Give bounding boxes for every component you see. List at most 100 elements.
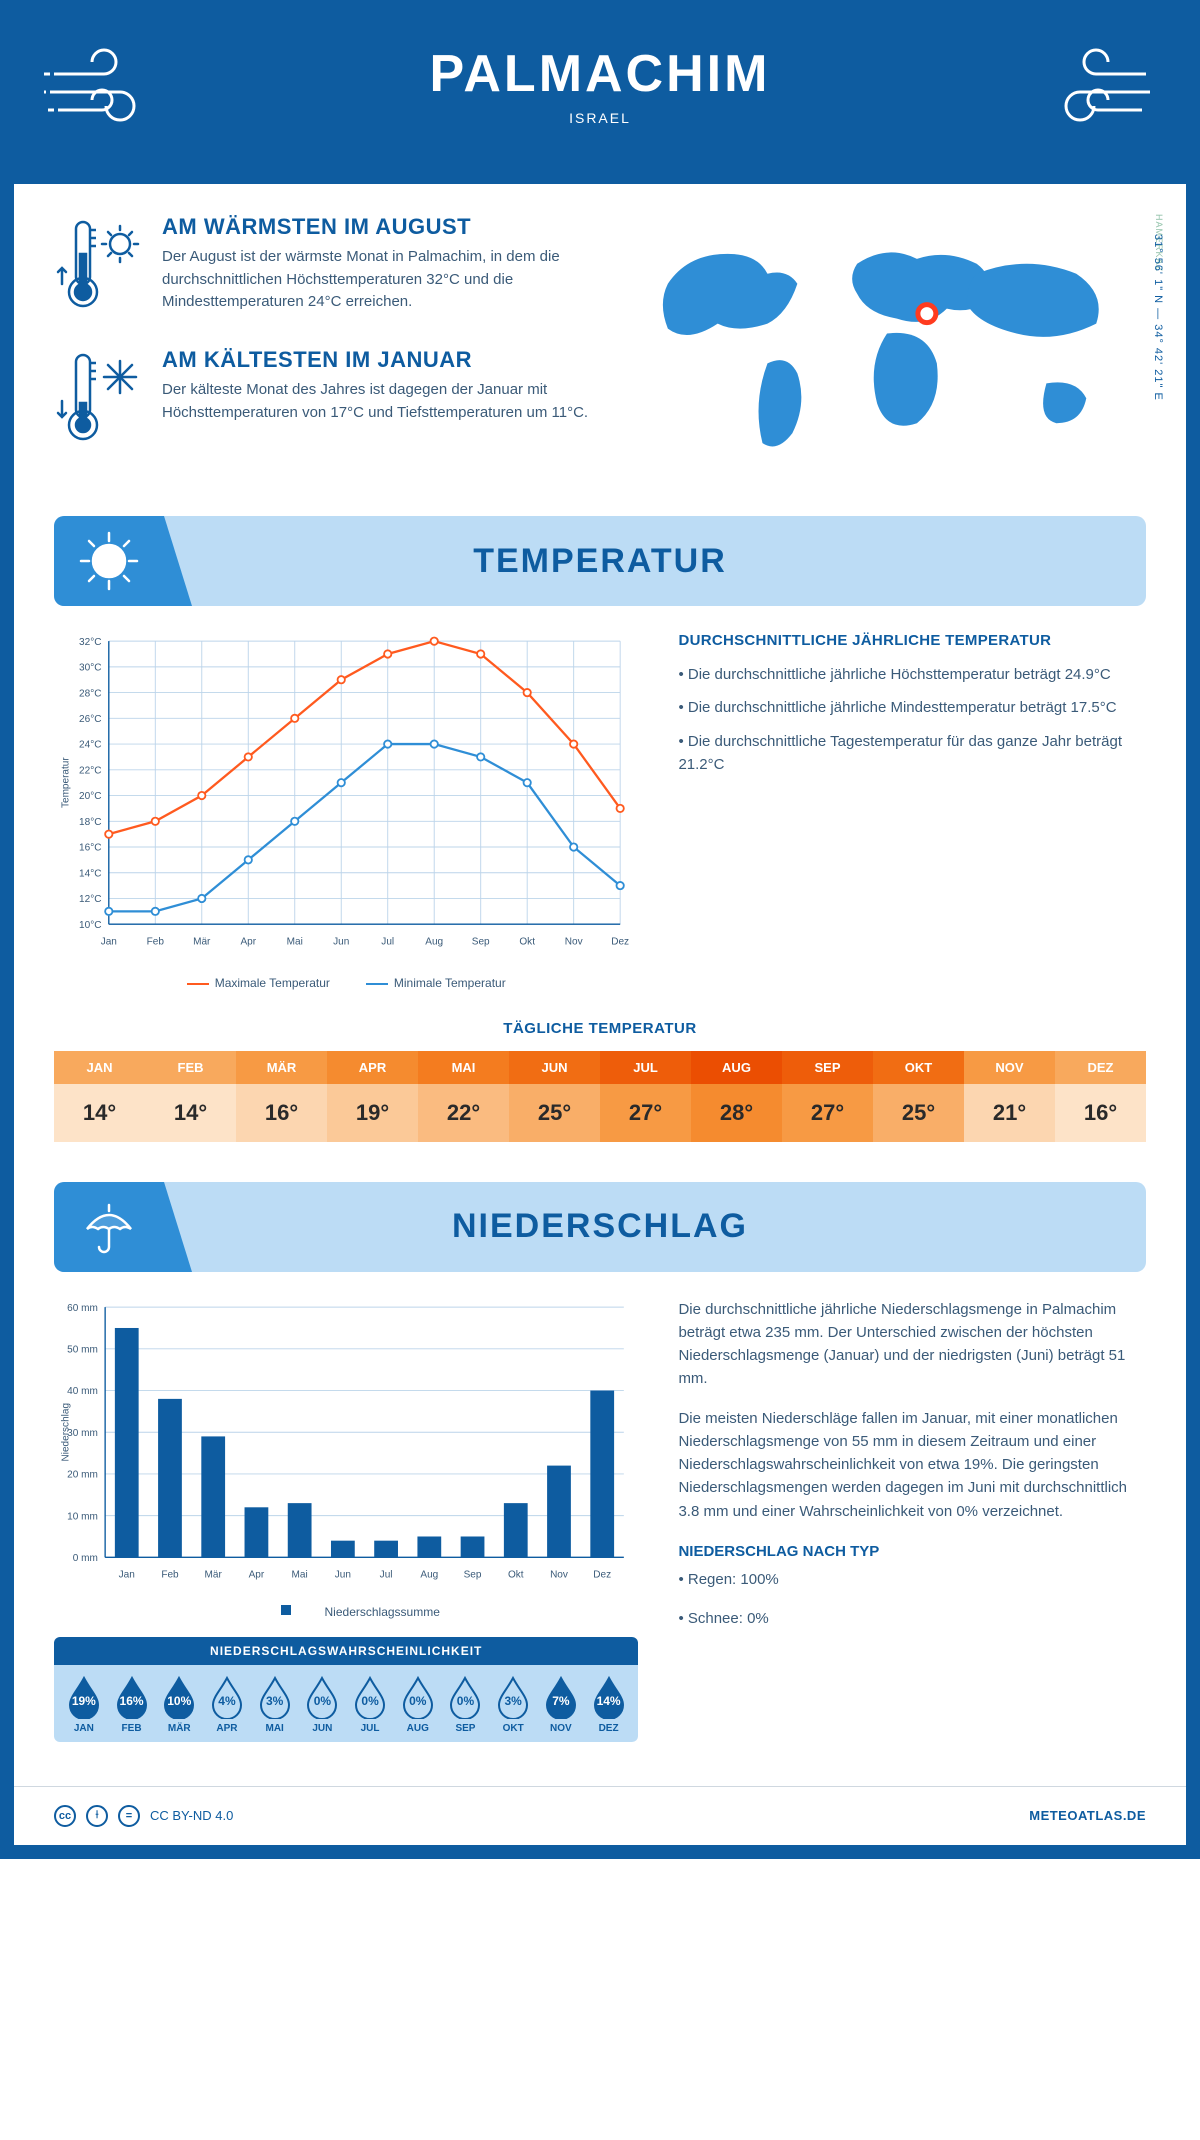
fact-coldest: AM KÄLTESTEN IM JANUAR Der kälteste Mona…	[54, 347, 598, 452]
overview: AM WÄRMSTEN IM AUGUST Der August ist der…	[54, 214, 1146, 480]
legend-prec: Niederschlagssumme	[297, 1605, 440, 1619]
daily-cell: SEP 27°	[782, 1051, 873, 1142]
precipitation-probability: NIEDERSCHLAGSWAHRSCHEINLICHKEIT 19% JAN …	[54, 1637, 638, 1742]
fact-title: AM WÄRMSTEN IM AUGUST	[162, 214, 598, 240]
cc-icon: cc	[54, 1805, 76, 1827]
svg-text:Mär: Mär	[193, 936, 211, 947]
summary-bullet: • Die durchschnittliche jährliche Mindes…	[678, 696, 1146, 719]
svg-text:30 mm: 30 mm	[67, 1428, 98, 1439]
daily-cell: DEZ 16°	[1055, 1051, 1146, 1142]
svg-text:16°C: 16°C	[79, 843, 101, 854]
svg-text:0 mm: 0 mm	[73, 1553, 98, 1564]
chart-legend: Niederschlagssumme	[54, 1605, 638, 1619]
section-title: NIEDERSCHLAG	[164, 1207, 1146, 1246]
section-title: TEMPERATUR	[164, 542, 1146, 581]
svg-text:Nov: Nov	[565, 936, 583, 947]
svg-text:32°C: 32°C	[79, 637, 101, 648]
chart-legend: Maximale Temperatur Minimale Temperatur	[54, 976, 638, 990]
svg-text:Sep: Sep	[464, 1569, 482, 1580]
prob-cell: 0% JUL	[346, 1675, 394, 1734]
daily-cell: JUN 25°	[509, 1051, 600, 1142]
prob-cell: 0% JUN	[299, 1675, 347, 1734]
svg-text:28°C: 28°C	[79, 688, 101, 699]
svg-text:Feb: Feb	[161, 1569, 179, 1580]
prob-cell: 14% DEZ	[585, 1675, 633, 1734]
svg-text:Aug: Aug	[420, 1569, 438, 1580]
svg-text:22°C: 22°C	[79, 765, 101, 776]
svg-text:Okt: Okt	[519, 936, 535, 947]
nd-icon: =	[118, 1805, 140, 1827]
license-text: CC BY-ND 4.0	[150, 1808, 233, 1823]
fact-text: Der kälteste Monat des Jahres ist dagege…	[162, 379, 598, 424]
svg-text:Jun: Jun	[333, 936, 349, 947]
prec-paragraph: Die meisten Niederschläge fallen im Janu…	[678, 1407, 1146, 1523]
wind-icon	[1036, 44, 1156, 139]
svg-text:40 mm: 40 mm	[67, 1386, 98, 1397]
header: PALMACHIM ISRAEL	[14, 14, 1186, 184]
svg-text:Niederschlag: Niederschlag	[61, 1403, 72, 1462]
svg-text:10°C: 10°C	[79, 920, 101, 931]
svg-text:Mai: Mai	[287, 936, 303, 947]
daily-cell: MAI 22°	[418, 1051, 509, 1142]
umbrella-icon	[54, 1182, 164, 1272]
daily-cell: JUL 27°	[600, 1051, 691, 1142]
svg-text:12°C: 12°C	[79, 894, 101, 905]
prec-paragraph: Die durchschnittliche jährliche Niedersc…	[678, 1298, 1146, 1391]
fact-warmest: AM WÄRMSTEN IM AUGUST Der August ist der…	[54, 214, 598, 319]
page-title: PALMACHIM	[34, 44, 1166, 104]
page: PALMACHIM ISRAEL	[0, 0, 1200, 1859]
precipitation-chart: 0 mm10 mm20 mm30 mm40 mm50 mm60 mmJanFeb…	[54, 1298, 638, 1619]
thermometer-cold-icon	[54, 347, 144, 452]
footer: cc ⟊ = CC BY-ND 4.0 METEOATLAS.DE	[14, 1786, 1186, 1845]
svg-text:Dez: Dez	[593, 1569, 611, 1580]
svg-text:Nov: Nov	[550, 1569, 568, 1580]
daily-cell: FEB 14°	[145, 1051, 236, 1142]
fact-text: Der August ist der wärmste Monat in Palm…	[162, 246, 598, 314]
svg-text:60 mm: 60 mm	[67, 1303, 98, 1314]
by-icon: ⟊	[86, 1805, 108, 1827]
precipitation-text: Die durchschnittliche jährliche Niedersc…	[678, 1298, 1146, 1742]
svg-text:Sep: Sep	[472, 936, 490, 947]
daily-temp-strip: JAN 14° FEB 14° MÄR 16° APR 19° MAI 22° …	[54, 1051, 1146, 1142]
prec-type-line: • Schnee: 0%	[678, 1607, 1146, 1630]
prob-cell: 0% AUG	[394, 1675, 442, 1734]
prob-title: NIEDERSCHLAGSWAHRSCHEINLICHKEIT	[54, 1637, 638, 1665]
daily-temp-title: TÄGLICHE TEMPERATUR	[54, 1020, 1146, 1037]
svg-text:Apr: Apr	[240, 936, 256, 947]
svg-text:Temperatur: Temperatur	[61, 757, 72, 808]
svg-text:Jul: Jul	[381, 936, 394, 947]
svg-text:20 mm: 20 mm	[67, 1469, 98, 1480]
brand: METEOATLAS.DE	[1029, 1808, 1146, 1823]
prec-type-line: • Regen: 100%	[678, 1568, 1146, 1591]
prob-cell: 10% MÄR	[155, 1675, 203, 1734]
prec-type-heading: NIEDERSCHLAG NACH TYP	[678, 1543, 1146, 1560]
legend-max: Maximale Temperatur	[187, 976, 330, 990]
prob-cell: 16% FEB	[108, 1675, 156, 1734]
daily-cell: MÄR 16°	[236, 1051, 327, 1142]
svg-text:Jan: Jan	[119, 1569, 135, 1580]
thermometer-hot-icon	[54, 214, 144, 319]
daily-cell: JAN 14°	[54, 1051, 145, 1142]
svg-text:30°C: 30°C	[79, 663, 101, 674]
sun-icon	[54, 516, 164, 606]
svg-text:10 mm: 10 mm	[67, 1511, 98, 1522]
svg-text:Jan: Jan	[101, 936, 117, 947]
daily-cell: APR 19°	[327, 1051, 418, 1142]
wind-icon	[44, 44, 164, 139]
svg-text:Jun: Jun	[335, 1569, 351, 1580]
section-bar-temperature: TEMPERATUR	[54, 516, 1146, 606]
summary-bullet: • Die durchschnittliche jährliche Höchst…	[678, 663, 1146, 686]
license: cc ⟊ = CC BY-ND 4.0	[54, 1805, 233, 1827]
temperature-chart: 10°C12°C14°C16°C18°C20°C22°C24°C26°C28°C…	[54, 632, 638, 990]
svg-text:14°C: 14°C	[79, 868, 101, 879]
svg-text:18°C: 18°C	[79, 817, 101, 828]
world-map: HAMERKAZ 31° 56' 1" N — 34° 42' 21" E	[628, 214, 1146, 480]
svg-text:26°C: 26°C	[79, 714, 101, 725]
prob-cell: 3% OKT	[489, 1675, 537, 1734]
temperature-summary: DURCHSCHNITTLICHE JÄHRLICHE TEMPERATUR •…	[678, 632, 1146, 990]
svg-text:24°C: 24°C	[79, 740, 101, 751]
svg-text:Mär: Mär	[205, 1569, 223, 1580]
svg-text:Apr: Apr	[249, 1569, 265, 1580]
daily-cell: NOV 21°	[964, 1051, 1055, 1142]
svg-text:Feb: Feb	[147, 936, 165, 947]
